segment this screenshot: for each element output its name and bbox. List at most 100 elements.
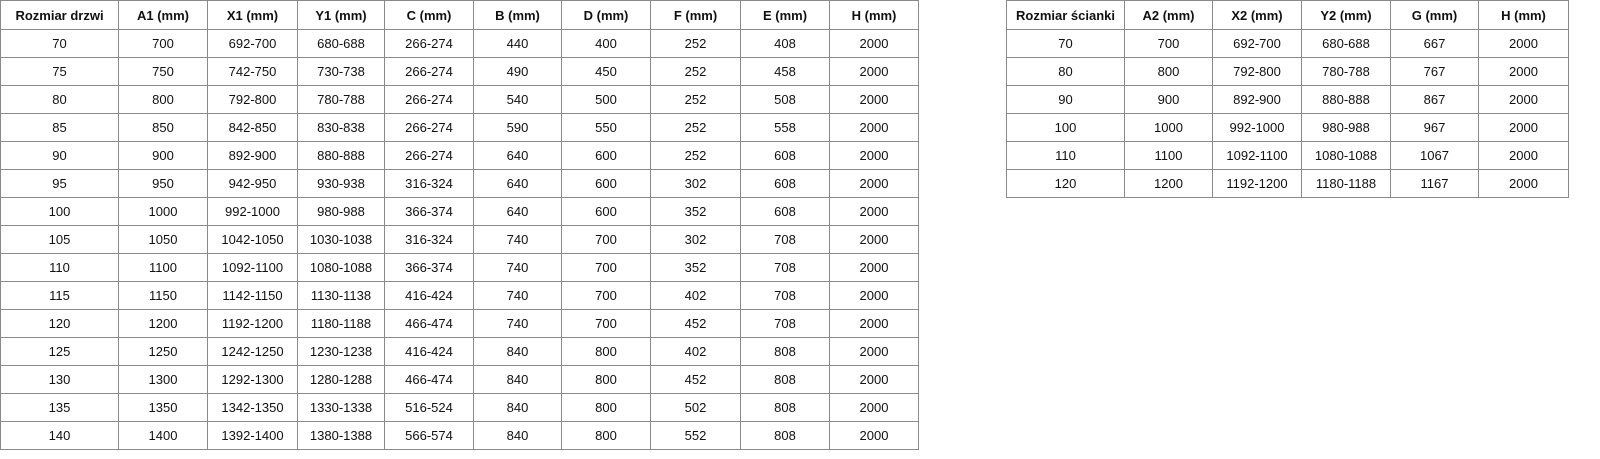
- table-cell: 135: [0, 393, 119, 422]
- table-cell: 800: [561, 393, 651, 422]
- table-cell: 808: [740, 393, 830, 422]
- table-cell: 930-938: [297, 169, 385, 198]
- table-cell: 115: [0, 281, 119, 310]
- table-cell: 708: [740, 309, 830, 338]
- table-cell: 550: [561, 113, 651, 142]
- table-cell: 508: [740, 85, 830, 114]
- table-cell: 980-988: [297, 197, 385, 226]
- table-cell: 700: [561, 253, 651, 282]
- column-header: A2 (mm): [1124, 0, 1213, 30]
- table-cell: 750: [118, 57, 208, 86]
- table-cell: 840: [473, 337, 562, 366]
- column-header: F (mm): [650, 0, 741, 30]
- table-cell: 867: [1390, 85, 1479, 114]
- column-header: H (mm): [829, 0, 919, 30]
- table-cell: 2000: [1478, 113, 1569, 142]
- table-cell: 1100: [118, 253, 208, 282]
- table-cell: 600: [561, 141, 651, 170]
- table-row: 70 700 692-700 680-688 667 2000: [1006, 29, 1569, 58]
- table-cell: 1200: [1124, 169, 1213, 198]
- table-cell: 440: [473, 29, 562, 58]
- table-cell: 452: [650, 309, 741, 338]
- table-cell: 540: [473, 85, 562, 114]
- table-cell: 1080-1088: [1301, 141, 1391, 170]
- table-cell: 366-374: [384, 253, 474, 282]
- table-cell: 1150: [118, 281, 208, 310]
- table-cell: 2000: [829, 197, 919, 226]
- table-cell: 942-950: [207, 169, 298, 198]
- table-cell: 2000: [829, 225, 919, 254]
- table-cell: 2000: [1478, 29, 1569, 58]
- column-header: B (mm): [473, 0, 562, 30]
- table-cell: 95: [0, 169, 119, 198]
- table-cell: 840: [473, 421, 562, 450]
- table-cell: 2000: [829, 281, 919, 310]
- table-cell: 85: [0, 113, 119, 142]
- table-row: 110 1100 1092-1100 1080-1088 366-374 740 700 35…: [0, 253, 919, 282]
- table-cell: 850: [118, 113, 208, 142]
- table-cell: 830-838: [297, 113, 385, 142]
- table-cell: 967: [1390, 113, 1479, 142]
- table-cell: 2000: [829, 337, 919, 366]
- table-cell: 2000: [1478, 141, 1569, 170]
- table-cell: 842-850: [207, 113, 298, 142]
- table-cell: 608: [740, 169, 830, 198]
- table-cell: 800: [118, 85, 208, 114]
- table-cell: 1067: [1390, 141, 1479, 170]
- table-cell: 302: [650, 169, 741, 198]
- table-cell: 2000: [1478, 85, 1569, 114]
- table-cell: 266-274: [384, 85, 474, 114]
- table-row: 100 1000 992-1000 980-988 366-374 640 600 352 60…: [0, 197, 919, 226]
- table-cell: 700: [561, 309, 651, 338]
- table-cell: 352: [650, 253, 741, 282]
- table-row: 115 1150 1142-1150 1130-1138 416-424 740 700 40…: [0, 281, 919, 310]
- table-cell: 402: [650, 337, 741, 366]
- table-cell: 2000: [829, 393, 919, 422]
- table-cell: 900: [1124, 85, 1213, 114]
- table-cell: 992-1000: [1212, 113, 1302, 142]
- table-cell: 100: [0, 197, 119, 226]
- column-header: Rozmiar ścianki: [1006, 0, 1125, 30]
- table-cell: 2000: [829, 85, 919, 114]
- table-cell: 1200: [118, 309, 208, 338]
- table-row: 125 1250 1242-1250 1230-1238 416-424 840 800 40…: [0, 337, 919, 366]
- table-cell: 800: [561, 421, 651, 450]
- table-cell: 680-688: [297, 29, 385, 58]
- table-cell: 740: [473, 225, 562, 254]
- column-header: X2 (mm): [1212, 0, 1302, 30]
- table-row: 130 1300 1292-1300 1280-1288 466-474 840 800 45…: [0, 365, 919, 394]
- table-cell: 1192-1200: [207, 309, 298, 338]
- table-cell: 416-424: [384, 281, 474, 310]
- table-cell: 100: [1006, 113, 1125, 142]
- table-cell: 800: [1124, 57, 1213, 86]
- column-header: Y1 (mm): [297, 0, 385, 30]
- table-cell: 558: [740, 113, 830, 142]
- table-cell: 2000: [1478, 169, 1569, 198]
- table-cell: 1230-1238: [297, 337, 385, 366]
- table-cell: 700: [118, 29, 208, 58]
- table-cell: 1292-1300: [207, 365, 298, 394]
- table-cell: 402: [650, 281, 741, 310]
- table-cell: 75: [0, 57, 119, 86]
- table-cell: 1000: [118, 197, 208, 226]
- table-cell: 640: [473, 169, 562, 198]
- table-cell: 2000: [829, 57, 919, 86]
- table-cell: 1180-1188: [1301, 169, 1391, 198]
- table-cell: 808: [740, 365, 830, 394]
- table-row: 140 1400 1392-1400 1380-1388 566-574 840 800 55…: [0, 421, 919, 450]
- wall-dimensions-table: Rozmiar ścianki A2 (mm) X2 (mm) Y2 (mm) G (m…: [1006, 0, 1569, 198]
- table-cell: 792-800: [207, 85, 298, 114]
- table-cell: 667: [1390, 29, 1479, 58]
- table-cell: 780-788: [297, 85, 385, 114]
- table-cell: 316-324: [384, 169, 474, 198]
- table-cell: 125: [0, 337, 119, 366]
- table-cell: 692-700: [1212, 29, 1302, 58]
- table-cell: 1350: [118, 393, 208, 422]
- table-cell: 700: [561, 281, 651, 310]
- table-cell: 1042-1050: [207, 225, 298, 254]
- table-cell: 1300: [118, 365, 208, 394]
- table-cell: 120: [1006, 169, 1125, 198]
- table-cell: 640: [473, 141, 562, 170]
- table-cell: 90: [1006, 85, 1125, 114]
- table-cell: 2000: [829, 113, 919, 142]
